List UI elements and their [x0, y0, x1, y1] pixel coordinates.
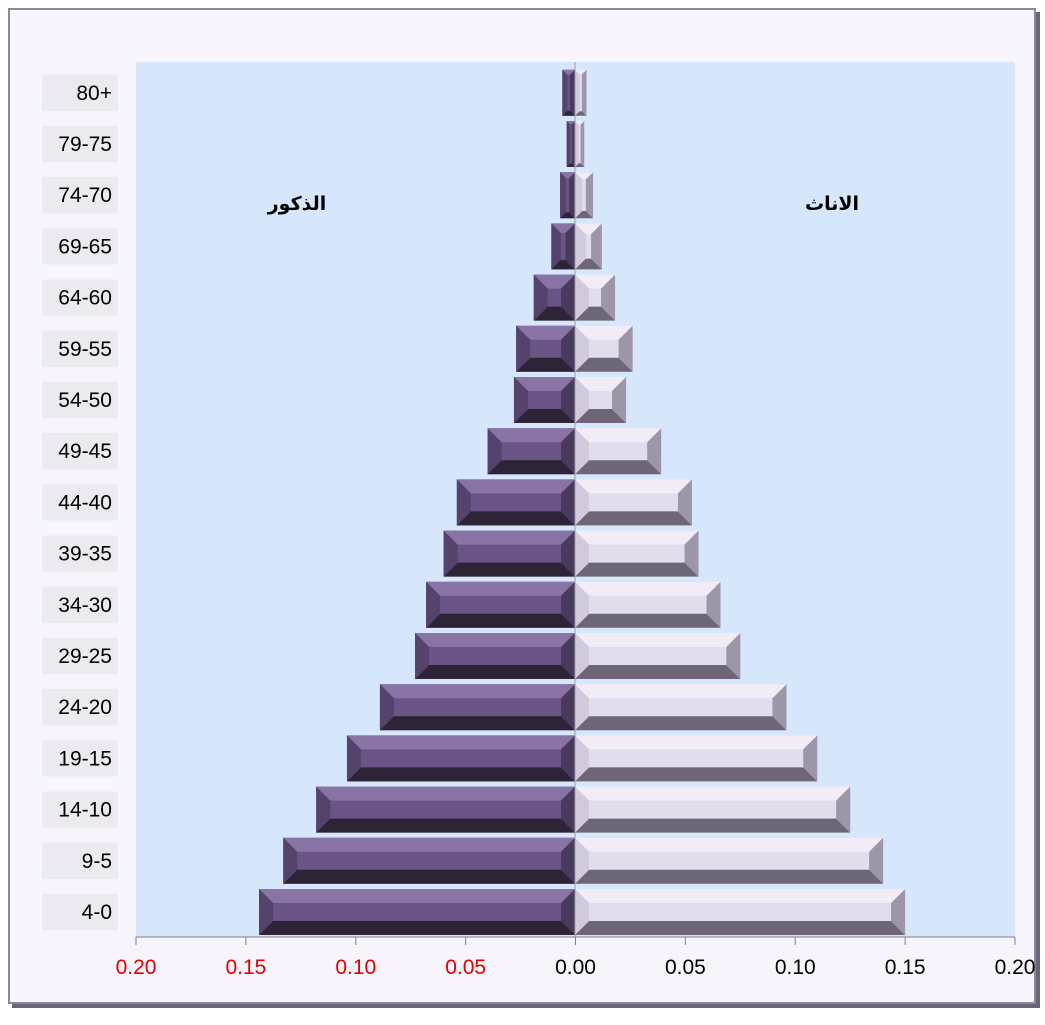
- category-label-bg: [42, 74, 118, 111]
- category-label-bg: [42, 791, 118, 828]
- x-tick-label: 0.10: [775, 956, 816, 979]
- category-label-bg: [42, 330, 118, 367]
- x-tick-label: 0.15: [885, 956, 926, 979]
- category-label-bg: [42, 689, 118, 726]
- category-label-bg: [42, 842, 118, 879]
- female-bar: [575, 274, 616, 321]
- population-pyramid-chart: 4-0 9-5 14-10 19-15 24-20 29-25 34-30 39-35 44-4…: [42, 62, 1036, 979]
- x-tick-label: 0.00: [555, 956, 596, 979]
- category-label-bg: [42, 484, 118, 521]
- male-bar: [443, 530, 575, 577]
- female-bar: [575, 530, 699, 577]
- category-label: 49-45: [58, 440, 112, 463]
- male-bar: [346, 735, 575, 782]
- female-bar: [575, 786, 851, 833]
- female-series-label: الاناث: [805, 193, 859, 215]
- category-label: 34-30: [58, 594, 112, 617]
- male-bar: [426, 581, 575, 628]
- category-label-bg: [42, 586, 118, 623]
- x-tick-label: 0.20: [995, 956, 1036, 979]
- x-tick-label: 0.05: [445, 956, 486, 979]
- male-bar: [533, 274, 575, 321]
- category-label: 19-15: [58, 747, 112, 770]
- male-bar: [316, 786, 575, 833]
- x-tick-label: 0.05: [665, 956, 706, 979]
- category-label: 9-5: [82, 850, 112, 873]
- female-bar: [575, 223, 602, 270]
- male-bar: [456, 479, 575, 526]
- x-tick-label: 0.20: [116, 956, 157, 979]
- category-label-bg: [42, 126, 118, 162]
- male-series-label: الذكور: [267, 193, 327, 215]
- female-bar: [575, 69, 587, 116]
- male-bar: [516, 325, 575, 372]
- female-bar: [575, 121, 585, 167]
- category-label-bg: [42, 535, 118, 572]
- category-label-bg: [42, 638, 118, 674]
- male-bar: [513, 377, 575, 423]
- male-bar: [283, 837, 575, 884]
- category-label: 64-60: [58, 287, 112, 310]
- male-bar: [259, 889, 575, 935]
- category-label: 80+: [76, 82, 112, 105]
- female-bar: [575, 837, 884, 884]
- male-bar: [562, 69, 575, 116]
- category-label: 54-50: [58, 389, 112, 412]
- category-label: 24-20: [58, 696, 112, 719]
- category-label-bg: [42, 382, 118, 418]
- category-label: 79-75: [58, 133, 112, 156]
- category-label-bg: [42, 228, 118, 265]
- male-bar: [566, 121, 575, 167]
- female-bar: [575, 633, 741, 679]
- category-label-bg: [42, 433, 118, 470]
- female-bar: [575, 428, 662, 475]
- female-bar: [575, 172, 594, 219]
- category-label: 44-40: [58, 491, 112, 514]
- female-bar: [575, 581, 721, 628]
- category-label: 14-10: [58, 799, 112, 822]
- male-bar: [560, 172, 575, 219]
- category-label-bg: [42, 177, 118, 214]
- category-label-bg: [42, 279, 118, 316]
- male-bar: [487, 428, 575, 475]
- female-bar: [575, 889, 906, 935]
- male-bar: [379, 684, 575, 731]
- male-bar: [551, 223, 575, 270]
- category-label-bg: [42, 894, 118, 930]
- female-bar: [575, 735, 818, 782]
- category-label: 59-55: [58, 338, 112, 361]
- x-tick-label: 0.10: [335, 956, 376, 979]
- category-label: 29-25: [58, 645, 112, 668]
- female-bar: [575, 684, 787, 731]
- female-bar: [575, 479, 692, 526]
- category-label: 69-65: [58, 235, 112, 258]
- category-label: 4-0: [82, 901, 112, 924]
- category-label: 74-70: [58, 184, 112, 207]
- x-tick-label: 0.15: [225, 956, 266, 979]
- category-label: 39-35: [58, 543, 112, 566]
- male-bar: [415, 633, 575, 679]
- female-bar: [575, 325, 633, 372]
- female-bar: [575, 377, 627, 423]
- chart-frame: 4-0 9-5 14-10 19-15 24-20 29-25 34-30 39-35 44-4…: [8, 8, 1036, 1004]
- category-label-bg: [42, 740, 118, 777]
